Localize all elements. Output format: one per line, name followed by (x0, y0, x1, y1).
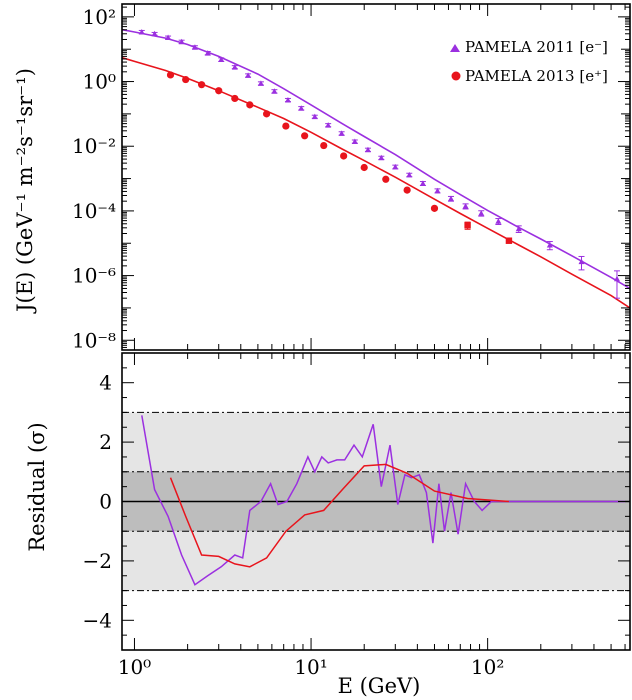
top-y-axis-label: J(E) (GeV⁻¹ m⁻²s⁻¹sr⁻¹) (13, 68, 37, 314)
data-point-e-plus (464, 222, 471, 229)
data-point-e-plus (166, 71, 175, 79)
data-point-e-minus (338, 130, 345, 136)
legend-circle-marker (451, 71, 461, 81)
y-tick-label-top: 10² (83, 5, 116, 29)
bottom-y-axis-label: Residual (σ) (25, 422, 49, 551)
data-point-e-minus (257, 80, 264, 86)
data-point-e-minus (462, 203, 469, 209)
residual-line-0 (141, 415, 626, 586)
data-point-e-minus (231, 64, 238, 70)
data-point-e-plus (301, 132, 309, 140)
data-point-e-plus (505, 237, 513, 244)
y-tick-label-bottom: −2 (83, 549, 112, 573)
y-tick-label-top: 10⁰ (83, 70, 116, 94)
data-point-e-minus (165, 34, 172, 41)
y-tick-label-top: 10⁻⁴ (72, 199, 116, 223)
data-point-e-minus (392, 163, 399, 170)
x-tick-label: 10¹ (294, 655, 327, 679)
legend-entry-e-minus: PAMELA 2011 [e⁻] (450, 38, 608, 56)
residual-line-1 (169, 463, 509, 568)
data-point-e-minus (419, 180, 426, 186)
data-point-e-plus (198, 81, 206, 89)
y-tick-label-top: 10⁻⁸ (72, 328, 116, 352)
data-point-e-minus (495, 218, 502, 224)
data-point-e-minus (204, 50, 211, 56)
data-point-e-plus (360, 163, 368, 172)
data-point-e-plus (403, 186, 411, 194)
legend: PAMELA 2011 [e⁻] PAMELA 2013 [e⁺] (450, 38, 608, 85)
data-point-e-plus (430, 204, 439, 212)
legend-entry-e-plus: PAMELA 2013 [e⁺] (451, 67, 608, 85)
data-point-e-plus (215, 87, 223, 95)
data-point-e-minus (218, 56, 225, 63)
y-tick-label-top: 10⁻⁶ (72, 264, 116, 288)
x-tick-label: 10⁰ (118, 655, 151, 679)
fit-curve-0 (122, 28, 630, 290)
data-point-e-plus (382, 175, 390, 183)
data-point-e-minus (271, 88, 278, 94)
fit-curve-1 (122, 56, 630, 309)
data-point-e-minus (578, 258, 585, 265)
data-point-e-minus (434, 187, 441, 194)
x-axis-label: E (GeV) (338, 674, 421, 698)
data-point-e-minus (378, 154, 385, 161)
data-point-e-minus (191, 44, 198, 50)
data-point-e-minus (178, 38, 185, 45)
data-point-e-minus (613, 275, 620, 282)
top-panel-frame (121, 3, 631, 351)
data-point-e-minus (515, 225, 522, 232)
y-tick-label-top: 10⁻² (72, 134, 116, 158)
data-point-e-minus (298, 105, 305, 111)
data-point-e-plus (182, 75, 190, 84)
data-point-e-minus (447, 195, 454, 202)
data-point-e-minus (138, 29, 145, 35)
data-point-e-minus (364, 146, 371, 153)
legend-label-e-minus: PAMELA 2011 [e⁻] (465, 38, 608, 56)
x-tick-label: 10² (471, 655, 504, 679)
data-point-e-minus (478, 210, 485, 216)
legend-triangle-marker (450, 44, 460, 52)
data-point-e-plus (282, 122, 290, 130)
data-point-e-minus (351, 138, 358, 145)
top-panel: 10² 10⁰ 10⁻² 10⁻⁴ 10⁻⁶ 10⁻⁸ (72, 3, 631, 352)
y-tick-label-bottom: 0 (99, 490, 112, 514)
data-point-e-minus (325, 122, 332, 128)
data-point-e-plus (231, 94, 239, 103)
y-tick-label-bottom: 4 (99, 371, 112, 395)
data-point-e-minus (284, 96, 291, 103)
data-point-e-plus (246, 101, 254, 109)
y-tick-label-bottom: 2 (99, 430, 112, 454)
data-point-e-plus (340, 152, 348, 160)
data-point-e-minus (546, 242, 553, 248)
data-point-e-minus (311, 113, 318, 120)
data-point-e-minus (151, 30, 158, 37)
data-point-e-plus (320, 141, 328, 150)
legend-label-e-plus: PAMELA 2013 [e⁺] (465, 67, 608, 85)
data-point-e-minus (245, 72, 252, 78)
data-point-e-plus (262, 110, 271, 118)
y-tick-label-bottom: −4 (83, 608, 112, 632)
data-point-e-minus (406, 171, 413, 178)
